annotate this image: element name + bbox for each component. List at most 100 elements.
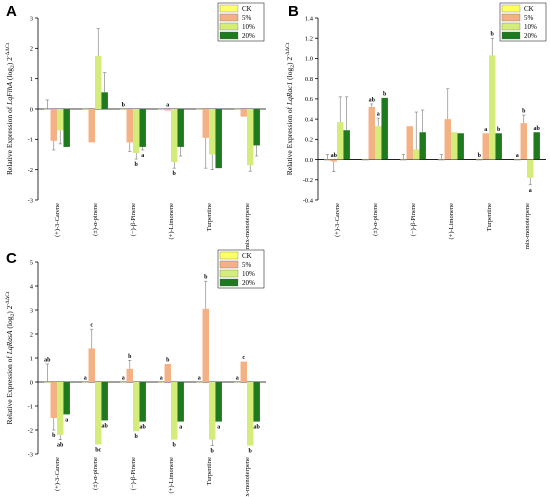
- panel-b-bar: [527, 159, 534, 178]
- panel-c-bar: [139, 382, 146, 422]
- panel-c-bar: [50, 382, 57, 418]
- panel-b-bar: [375, 126, 382, 160]
- panel-c-bar: [63, 382, 70, 415]
- panel-c-significance-label: b: [249, 449, 253, 455]
- panel-a-bar: [81, 108, 89, 110]
- panel-c-legend-label: 20%: [242, 279, 255, 287]
- panel-b-bar: [520, 123, 527, 160]
- panel-a-bar: [171, 109, 178, 163]
- panel-b-legend-swatch: [501, 31, 521, 40]
- panel-c-bar: [171, 382, 178, 440]
- panel-b-ytick-label: 1.2: [305, 36, 313, 43]
- panel-c-bar: [133, 382, 140, 432]
- panel-a-significance-label: a: [141, 153, 144, 159]
- panel-b-bar: [323, 159, 331, 161]
- panel-b-significance-label: a: [377, 112, 380, 118]
- panel-a-ytick-label: 1: [30, 76, 33, 83]
- panel-a-bar: [88, 109, 95, 143]
- panel-c-significance-label: a: [122, 376, 125, 382]
- panel-a-significance-label: b: [122, 103, 126, 109]
- panel-c-legend-swatch: [219, 251, 239, 260]
- panel-a-bar: [195, 108, 203, 110]
- panel-b-category-label: (−)-β-Pinene: [410, 203, 417, 236]
- panel-c-y-axis-title: Relative Expression of LqRasA (log2) 2-Δ…: [5, 291, 16, 424]
- panel-a-legend-swatch: [219, 13, 239, 22]
- panel-b-bar: [457, 133, 464, 160]
- panel-c-significance-label: b: [173, 443, 177, 449]
- panel-c-bar: [119, 381, 127, 383]
- panel-a-bar: [164, 109, 171, 111]
- panel-b-bar: [330, 159, 337, 162]
- panel-b-bar: [451, 132, 458, 160]
- panel-c-letter: C: [6, 250, 17, 267]
- panel-c-significance-label: a: [179, 425, 182, 431]
- panel-b-ytick-label: -0.2: [303, 177, 313, 184]
- panel-a-category-label: Turpentine: [206, 203, 213, 231]
- panel-a-y-axis-title: Relative Expression of LqFlhA (log2) 2-Δ…: [5, 42, 16, 175]
- panel-a-bar: [247, 109, 254, 166]
- panel-b-significance-label: ab: [331, 153, 338, 159]
- panel-c-bar: [233, 381, 241, 383]
- panel-c-category-label: (+)-3-Carene: [54, 457, 61, 491]
- panel-b-category-label: (+)-Limonene: [448, 203, 455, 240]
- panel-c-bar: [81, 381, 89, 383]
- panel-c-significance-label: b: [128, 354, 132, 360]
- panel-b-bar: [337, 122, 344, 160]
- panel-c-ytick-label: -1: [28, 403, 33, 410]
- panel-a-legend-swatch: [219, 4, 239, 13]
- panel-b-bar: [533, 132, 540, 160]
- panel-c-chart: C -3-2-1012345abbabaacbcababbababbaabbaa…: [5, 249, 266, 497]
- panel-c-legend: CK5%10%20%: [217, 249, 265, 289]
- panel-b-category-label: Turpentine: [486, 203, 493, 231]
- panel-c-bar: [101, 382, 108, 421]
- panel-b-significance-label: a: [529, 188, 532, 194]
- panel-c-significance-label: b: [135, 434, 139, 440]
- panel-b-significance-label: a: [516, 153, 519, 159]
- panel-b-ytick-label: 0.6: [305, 96, 314, 103]
- panel-c-legend-label: 5%: [242, 261, 252, 269]
- panel-a-bar: [95, 55, 102, 109]
- panel-c-bar: [253, 382, 260, 422]
- panel-a-ytick-label: -1: [28, 137, 33, 144]
- panel-b-significance-label: b: [478, 153, 482, 159]
- panel-c-bar: [215, 382, 222, 422]
- panel-b-legend-swatch: [501, 13, 521, 22]
- panel-a-ytick-label: 3: [30, 15, 33, 22]
- panel-b-legend-label: CK: [524, 5, 534, 13]
- panel-a-legend-label: 20%: [242, 32, 255, 40]
- panel-c-bar: [209, 382, 216, 440]
- panel-c-bar: [88, 348, 95, 382]
- panel-a-significance-label: b: [173, 171, 177, 177]
- panel-b-legend-swatch: [501, 4, 521, 13]
- panel-c-bar: [195, 381, 203, 383]
- panel-a-bar: [43, 108, 51, 110]
- panel-a-ytick-label: 2: [30, 46, 33, 53]
- panel-a-bar: [50, 109, 57, 141]
- panel-b-bar: [361, 159, 369, 161]
- panel-b-significance-label: a: [484, 127, 487, 133]
- panel-b-ytick-label: 0.0: [305, 157, 313, 164]
- panel-b-letter: B: [288, 3, 299, 20]
- panel-c-ytick-label: 1: [30, 355, 33, 362]
- panel-b-bar: [406, 126, 413, 160]
- panel-b-chart: B -0.4-0.20.00.20.40.60.81.01.21.4ababab…: [285, 2, 547, 249]
- panel-c-significance-label: a: [160, 376, 163, 382]
- panel-a-ytick-label: -3: [28, 197, 33, 204]
- panel-b-bar: [489, 55, 496, 160]
- panel-a-category-label: mix-monoterpene: [244, 203, 251, 249]
- panel-b-y-axis-title: Relative Expression of LqRac1 (log2) 2-Δ…: [285, 42, 296, 175]
- panel-c-category-label: (−)-β-Pinene: [130, 457, 137, 490]
- panel-a-bar: [202, 109, 209, 138]
- panel-c-significance-label: ab: [254, 425, 261, 431]
- panel-c-ytick-label: 0: [30, 379, 33, 386]
- panel-c-bar: [157, 381, 165, 383]
- panel-b-category-label: (±)-α-pinene: [372, 203, 379, 236]
- panel-b-significance-label: b: [491, 32, 495, 38]
- panel-c-ytick-label: -2: [28, 427, 33, 434]
- panel-c-significance-label: a: [84, 376, 87, 382]
- panel-c-ytick-label: 5: [30, 259, 33, 266]
- panel-b-bar: [413, 149, 420, 160]
- panel-c-ytick-label: 4: [30, 283, 34, 290]
